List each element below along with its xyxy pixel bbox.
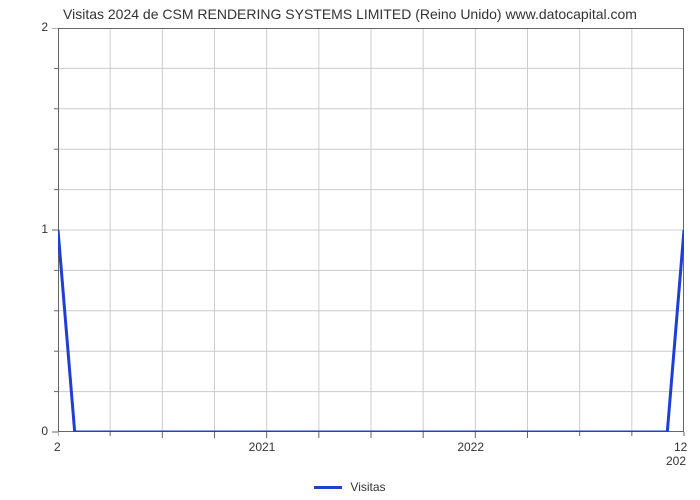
x-tick-label: 2021 — [249, 440, 276, 454]
plot-area — [58, 28, 684, 432]
chart-title: Visitas 2024 de CSM RENDERING SYSTEMS LI… — [0, 6, 700, 22]
x-axis-right-edge-label: 12 — [674, 440, 687, 454]
legend-swatch — [314, 486, 342, 489]
legend-label: Visitas — [350, 480, 385, 494]
y-tick-label: 1 — [41, 222, 48, 236]
x-axis-left-edge-label: 2 — [54, 440, 61, 454]
y-tick-label: 2 — [41, 20, 48, 34]
chart-svg — [58, 28, 684, 432]
x-tick-label: 2022 — [457, 440, 484, 454]
legend: Visitas — [0, 480, 700, 494]
x-axis-right-edge-label-2: 202 — [666, 454, 686, 468]
y-tick-label: 0 — [41, 424, 48, 438]
